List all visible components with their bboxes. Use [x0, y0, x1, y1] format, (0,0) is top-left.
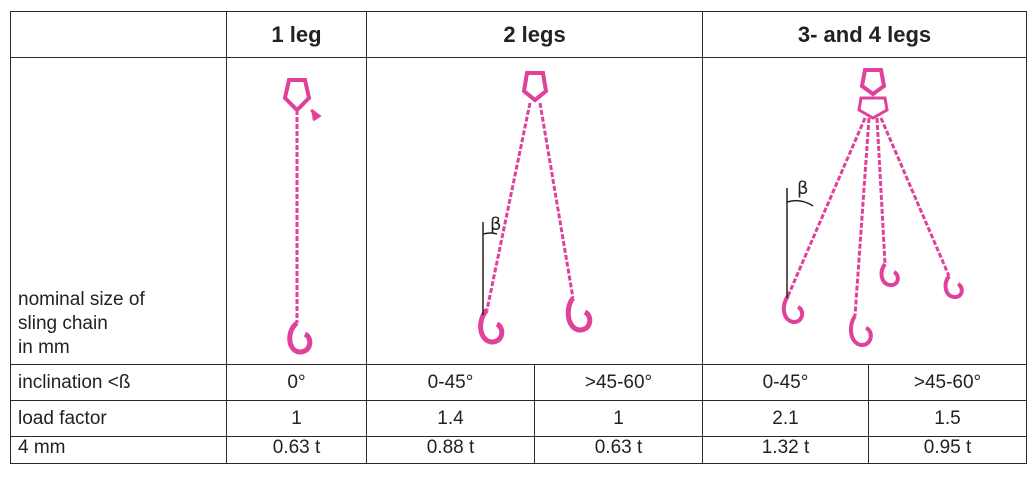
table-row-inclination: inclination <ß 0° 0-45° >45-60° 0-45° >4…: [10, 364, 1027, 401]
nominal-size-label: nominal size of sling chain in mm: [10, 57, 227, 365]
cell-inclination-1leg: 0°: [226, 364, 367, 401]
nominal-size-line-3: in mm: [18, 337, 70, 358]
cell-loadfactor-34legs-b: 1.5: [868, 400, 1027, 437]
header-empty-cell: [10, 11, 227, 58]
three-four-leg-sling-image: β: [781, 68, 964, 347]
nominal-size-line-1: nominal size of: [18, 289, 145, 310]
three-four-leg-image-cell: β: [702, 57, 1027, 365]
two-leg-image-cell: β: [366, 57, 703, 365]
header-1-leg: 1 leg: [226, 11, 367, 58]
row-label-4mm: 4 mm: [10, 436, 227, 464]
one-leg-sling-image: [282, 78, 322, 355]
two-leg-sling-image: β: [478, 71, 593, 345]
cell-4mm-2legs-a: 0.88 t: [366, 436, 535, 464]
cell-inclination-2legs-b: >45-60°: [534, 364, 703, 401]
cell-loadfactor-34legs-a: 2.1: [702, 400, 869, 437]
one-leg-image-cell: [226, 57, 367, 365]
cell-inclination-34legs-a: 0-45°: [702, 364, 869, 401]
table-row-4mm: 4 mm 0.63 t 0.88 t 0.63 t 1.32 t 0.95 t: [10, 436, 1027, 464]
cell-loadfactor-2legs-b: 1: [534, 400, 703, 437]
cell-4mm-34legs-a: 1.32 t: [702, 436, 869, 464]
cell-loadfactor-1leg: 1: [226, 400, 367, 437]
row-label-inclination: inclination <ß: [10, 364, 227, 401]
cell-4mm-1leg: 0.63 t: [226, 436, 367, 464]
beta-label-34legs: β: [797, 178, 809, 199]
nominal-size-line-2: sling chain: [18, 313, 108, 334]
cell-4mm-34legs-b: 0.95 t: [868, 436, 1027, 464]
row-label-load-factor: load factor: [10, 400, 227, 437]
table-row-load-factor: load factor 1 1.4 1 2.1 1.5: [10, 400, 1027, 437]
sling-chain-table: 1 leg 2 legs 3- and 4 legs nominal size …: [10, 11, 1027, 464]
header-2-legs: 2 legs: [366, 11, 703, 58]
cell-inclination-34legs-b: >45-60°: [868, 364, 1027, 401]
beta-label-2legs: β: [490, 214, 502, 235]
cell-4mm-2legs-b: 0.63 t: [534, 436, 703, 464]
header-3-4-legs: 3- and 4 legs: [702, 11, 1027, 58]
cell-loadfactor-2legs-a: 1.4: [366, 400, 535, 437]
cell-inclination-2legs-a: 0-45°: [366, 364, 535, 401]
